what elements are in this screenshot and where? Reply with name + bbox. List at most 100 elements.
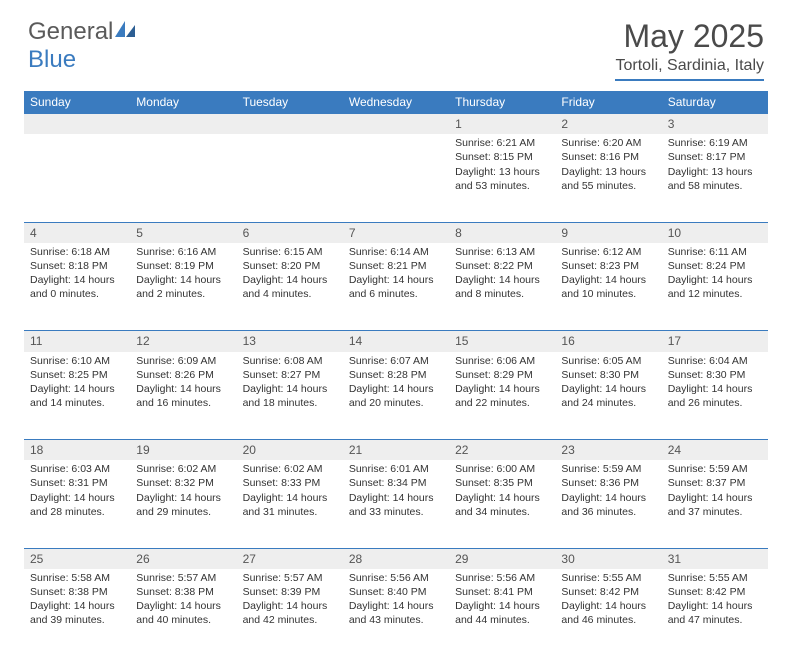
day-cell-line: Sunset: 8:25 PM xyxy=(30,368,124,382)
day-cell-line: and 34 minutes. xyxy=(455,505,549,519)
day-number: 8 xyxy=(449,222,555,243)
day-cell: Sunrise: 6:18 AMSunset: 8:18 PMDaylight:… xyxy=(24,243,130,331)
day-cell-line: Sunset: 8:26 PM xyxy=(136,368,230,382)
day-cell-line: Sunset: 8:41 PM xyxy=(455,585,549,599)
day-cell-line: Sunrise: 6:13 AM xyxy=(455,245,549,259)
day-cell-line: Sunrise: 5:55 AM xyxy=(668,571,762,585)
day-cell-line: Sunset: 8:30 PM xyxy=(668,368,762,382)
title-month: May 2025 xyxy=(615,18,764,55)
day-number xyxy=(343,114,449,135)
day-cell-line: Sunrise: 5:57 AM xyxy=(243,571,337,585)
day-cell-line: Daylight: 14 hours xyxy=(136,382,230,396)
logo: GeneralBlue xyxy=(28,18,137,74)
day-cell-line: Daylight: 14 hours xyxy=(668,273,762,287)
day-cell-line: Sunrise: 5:56 AM xyxy=(349,571,443,585)
day-cell-line: Daylight: 14 hours xyxy=(455,382,549,396)
day-cell-line: Sunset: 8:30 PM xyxy=(561,368,655,382)
day-cell-line: Daylight: 14 hours xyxy=(243,382,337,396)
day-cell-line: Sunrise: 6:07 AM xyxy=(349,354,443,368)
day-cell-line: and 46 minutes. xyxy=(561,613,655,627)
day-cell-line: and 39 minutes. xyxy=(30,613,124,627)
day-number: 9 xyxy=(555,222,661,243)
day-cell-line: Sunrise: 6:11 AM xyxy=(668,245,762,259)
weekday-header: Wednesday xyxy=(343,91,449,114)
day-cell-line: Sunrise: 5:59 AM xyxy=(561,462,655,476)
day-cell-line: and 24 minutes. xyxy=(561,396,655,410)
day-cell-line: Sunset: 8:35 PM xyxy=(455,476,549,490)
day-cell-line: and 42 minutes. xyxy=(243,613,337,627)
weekday-header: Friday xyxy=(555,91,661,114)
day-number: 23 xyxy=(555,440,661,461)
day-cell-line: Daylight: 14 hours xyxy=(349,599,443,613)
day-cell-line: and 16 minutes. xyxy=(136,396,230,410)
day-cell-line: Daylight: 14 hours xyxy=(136,599,230,613)
day-cell-line: Daylight: 14 hours xyxy=(455,599,549,613)
day-number xyxy=(237,114,343,135)
day-cell-line: and 14 minutes. xyxy=(30,396,124,410)
day-cell-line: Sunset: 8:27 PM xyxy=(243,368,337,382)
day-content-row: Sunrise: 6:18 AMSunset: 8:18 PMDaylight:… xyxy=(24,243,768,331)
day-cell-line: Daylight: 14 hours xyxy=(455,273,549,287)
logo-text-1: General xyxy=(28,18,113,45)
day-cell-line: Sunrise: 6:06 AM xyxy=(455,354,549,368)
day-cell: Sunrise: 6:07 AMSunset: 8:28 PMDaylight:… xyxy=(343,352,449,440)
day-cell-line: and 26 minutes. xyxy=(668,396,762,410)
day-cell-line: and 29 minutes. xyxy=(136,505,230,519)
day-number: 10 xyxy=(662,222,768,243)
day-cell-line: Sunrise: 6:09 AM xyxy=(136,354,230,368)
day-cell-line: and 10 minutes. xyxy=(561,287,655,301)
day-cell-line: Sunrise: 6:19 AM xyxy=(668,136,762,150)
day-cell-line: Sunset: 8:34 PM xyxy=(349,476,443,490)
weekday-header: Saturday xyxy=(662,91,768,114)
day-number: 16 xyxy=(555,331,661,352)
day-cell-line: Daylight: 14 hours xyxy=(561,491,655,505)
day-cell-line: Sunrise: 6:12 AM xyxy=(561,245,655,259)
day-cell-line: Sunrise: 5:56 AM xyxy=(455,571,549,585)
day-number: 6 xyxy=(237,222,343,243)
day-cell-line: Sunset: 8:38 PM xyxy=(30,585,124,599)
day-cell: Sunrise: 5:56 AMSunset: 8:40 PMDaylight:… xyxy=(343,569,449,657)
day-cell-line: Sunrise: 6:08 AM xyxy=(243,354,337,368)
day-cell-line: Sunrise: 6:14 AM xyxy=(349,245,443,259)
day-number: 18 xyxy=(24,440,130,461)
day-cell-line: Sunrise: 5:55 AM xyxy=(561,571,655,585)
weekday-header: Thursday xyxy=(449,91,555,114)
header: GeneralBlue May 2025 Tortoli, Sardinia, … xyxy=(0,0,792,87)
day-cell-line: and 55 minutes. xyxy=(561,179,655,193)
day-number: 19 xyxy=(130,440,236,461)
logo-text-2: Blue xyxy=(28,46,76,73)
day-cell-line: and 47 minutes. xyxy=(668,613,762,627)
day-cell: Sunrise: 5:59 AMSunset: 8:36 PMDaylight:… xyxy=(555,460,661,548)
day-number: 5 xyxy=(130,222,236,243)
day-number: 26 xyxy=(130,548,236,569)
day-number: 28 xyxy=(343,548,449,569)
day-content-row: Sunrise: 6:10 AMSunset: 8:25 PMDaylight:… xyxy=(24,352,768,440)
title-block: May 2025 Tortoli, Sardinia, Italy xyxy=(615,18,764,81)
day-cell-line: Daylight: 14 hours xyxy=(136,273,230,287)
day-cell: Sunrise: 5:57 AMSunset: 8:38 PMDaylight:… xyxy=(130,569,236,657)
day-cell-line: Sunset: 8:17 PM xyxy=(668,150,762,164)
day-cell-line: and 44 minutes. xyxy=(455,613,549,627)
day-cell-line: and 43 minutes. xyxy=(349,613,443,627)
day-cell-line: Daylight: 14 hours xyxy=(243,491,337,505)
day-cell: Sunrise: 5:56 AMSunset: 8:41 PMDaylight:… xyxy=(449,569,555,657)
day-cell: Sunrise: 6:14 AMSunset: 8:21 PMDaylight:… xyxy=(343,243,449,331)
day-number-row: 45678910 xyxy=(24,222,768,243)
day-cell-line: Sunrise: 6:05 AM xyxy=(561,354,655,368)
day-cell-line: Daylight: 14 hours xyxy=(561,382,655,396)
day-cell-line: Sunset: 8:37 PM xyxy=(668,476,762,490)
day-cell-line: and 40 minutes. xyxy=(136,613,230,627)
day-cell-line: and 36 minutes. xyxy=(561,505,655,519)
day-cell-line: Daylight: 14 hours xyxy=(668,382,762,396)
day-cell-line: Daylight: 14 hours xyxy=(455,491,549,505)
day-cell-line: Sunset: 8:18 PM xyxy=(30,259,124,273)
day-cell-line: Daylight: 14 hours xyxy=(30,491,124,505)
day-cell-line: and 33 minutes. xyxy=(349,505,443,519)
day-number: 13 xyxy=(237,331,343,352)
day-cell xyxy=(343,134,449,222)
day-content-row: Sunrise: 6:21 AMSunset: 8:15 PMDaylight:… xyxy=(24,134,768,222)
day-cell-line: Sunset: 8:33 PM xyxy=(243,476,337,490)
day-cell: Sunrise: 6:09 AMSunset: 8:26 PMDaylight:… xyxy=(130,352,236,440)
day-cell-line: and 8 minutes. xyxy=(455,287,549,301)
day-cell-line: Sunset: 8:15 PM xyxy=(455,150,549,164)
